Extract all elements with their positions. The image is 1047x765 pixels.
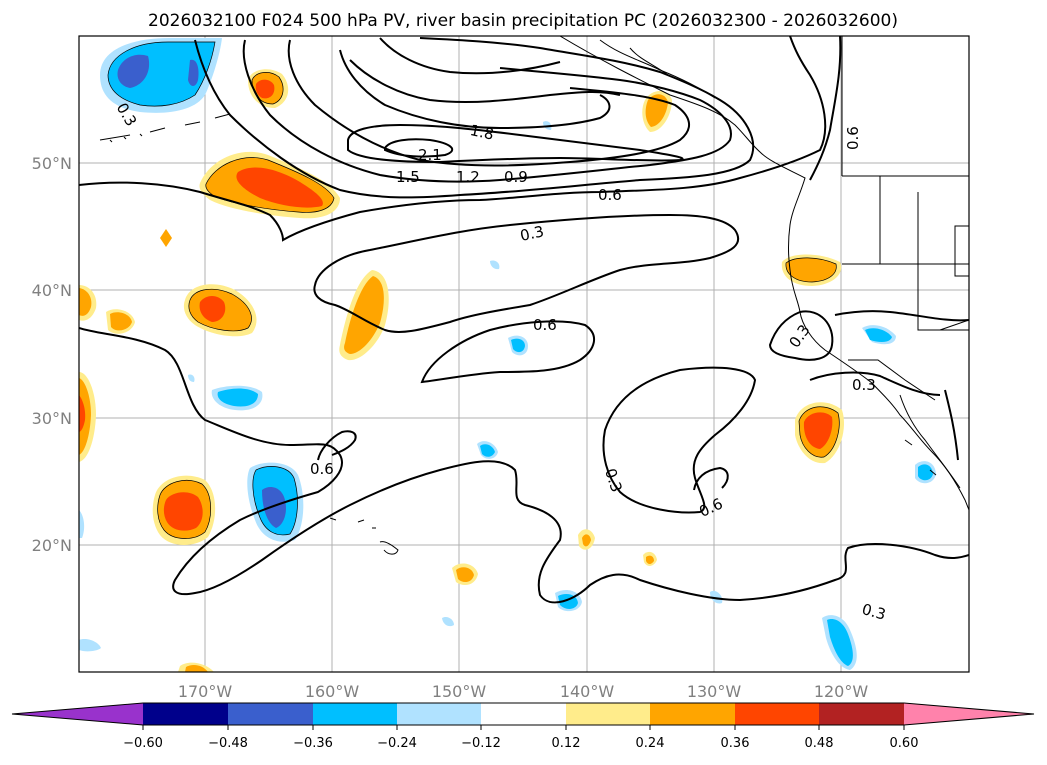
figure-title: 2026032100 F024 500 hPa PV, river basin …	[148, 11, 898, 31]
contour-label: 2.1	[418, 146, 442, 164]
shading-outlines	[107, 41, 840, 539]
lat-tick: 20°N	[32, 536, 72, 555]
colorbar-segment	[566, 703, 650, 725]
lon-tick: 130°W	[687, 682, 742, 701]
colorbar-label: 0.36	[721, 736, 750, 751]
colorbar-label: 0.60	[890, 736, 919, 751]
colorbar-segment	[143, 703, 228, 725]
longitude-ticks: 170°W 160°W 150°W 140°W 130°W 120°W	[178, 682, 869, 701]
colorbar-label: 0.24	[636, 736, 665, 751]
colorbar-extend-high	[904, 703, 1034, 725]
contour-label: 1.8	[468, 121, 495, 144]
colorbar-segment	[397, 703, 481, 725]
lat-tick: 30°N	[32, 409, 72, 428]
lat-tick: 40°N	[32, 281, 72, 300]
colorbar-label: −0.48	[208, 736, 248, 751]
colorbar-label: −0.12	[461, 736, 501, 751]
lon-tick: 140°W	[560, 682, 615, 701]
contour-label: 1.2	[456, 168, 480, 186]
colorbar-label: −0.36	[293, 736, 333, 751]
lat-tick: 50°N	[32, 154, 72, 173]
negative-pc-shading	[79, 38, 936, 670]
contour-label: 0.3	[860, 600, 888, 624]
colorbar-label: 0.12	[552, 736, 581, 751]
colorbar-segment	[228, 703, 313, 725]
colorbar-extend-low	[12, 703, 143, 725]
colorbar-ticks	[142, 725, 905, 730]
contour-label: 0.3	[852, 376, 876, 394]
lon-tick: 170°W	[178, 682, 233, 701]
contour-label: 0.6	[310, 460, 334, 478]
contour-label: 0.6	[533, 316, 557, 334]
colorbar-segment	[313, 703, 397, 725]
positive-pc-shading	[79, 69, 845, 672]
colorbar: −0.60 −0.48 −0.36 −0.24 −0.12 0.12 0.24 …	[11, 702, 1035, 751]
contour-label: 0.6	[598, 186, 622, 204]
colorbar-label: 0.48	[805, 736, 834, 751]
colorbar-segment	[481, 703, 566, 725]
contour-label: 0.9	[504, 168, 528, 186]
contour-label: 0.6	[844, 126, 862, 150]
map-content: 2.1 1.8 1.5 1.2 0.9 0.6 0.3 0.6 0.6 0.3 …	[79, 36, 969, 672]
lon-tick: 120°W	[814, 682, 869, 701]
lon-tick: 150°W	[432, 682, 487, 701]
lon-tick: 160°W	[305, 682, 360, 701]
contour-label: 1.5	[396, 168, 420, 186]
colorbar-segment	[819, 703, 904, 725]
colorbar-label: −0.60	[123, 736, 163, 751]
latitude-ticks: 50°N 40°N 30°N 20°N	[32, 154, 72, 555]
map-frame	[78, 35, 970, 673]
contour-label: 0.3	[518, 222, 545, 245]
colorbar-segment	[650, 703, 735, 725]
colorbar-label: −0.24	[377, 736, 417, 751]
colorbar-segment	[735, 703, 819, 725]
